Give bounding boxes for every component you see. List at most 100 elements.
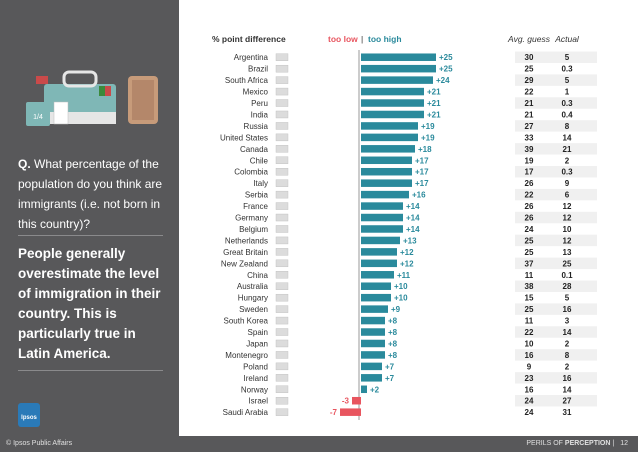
category-label: Italy <box>253 179 268 188</box>
flag-icon <box>275 225 289 233</box>
footer-series: PERILS OF PERCEPTION | 12 <box>526 440 628 447</box>
data-label: +8 <box>388 339 398 348</box>
legend-too-high: too high <box>368 34 402 44</box>
actual-value: 8 <box>565 122 570 131</box>
category-label: South Africa <box>225 76 269 85</box>
avg-guess-value: 21 <box>525 99 534 108</box>
avg-guess-value: 25 <box>525 248 534 257</box>
flag-icon <box>275 145 289 153</box>
category-label: New Zealand <box>221 259 268 268</box>
actual-value: 21 <box>563 145 572 154</box>
avg-guess-value: 10 <box>525 339 534 348</box>
row-bg <box>515 280 597 292</box>
flag-icon <box>275 110 289 119</box>
divider-top <box>18 235 163 236</box>
data-label: -7 <box>330 408 338 417</box>
actual-value: 12 <box>563 214 572 223</box>
row-bg <box>515 143 597 155</box>
bar <box>361 248 397 256</box>
avg-guess-value: 27 <box>525 122 534 131</box>
data-label: +10 <box>394 294 408 303</box>
bar <box>361 145 415 153</box>
flag-icon <box>275 122 289 130</box>
avg-guess-value: 24 <box>525 225 534 234</box>
category-label: Netherlands <box>225 236 268 245</box>
actual-value: 2 <box>565 156 570 165</box>
bar <box>361 133 418 142</box>
data-label: +21 <box>427 99 441 108</box>
row-bg <box>515 188 597 201</box>
sidebar-panel: 1/4 Q. What percentage of the population… <box>0 0 179 436</box>
flag-icon <box>275 156 289 164</box>
category-label: Hungary <box>238 294 268 303</box>
row-bg <box>515 97 597 109</box>
actual-value: 12 <box>563 202 572 211</box>
category-label: Belgium <box>239 225 268 234</box>
avg-guess-value: 25 <box>525 65 534 74</box>
data-label: +12 <box>400 248 414 257</box>
actual-value: 6 <box>565 191 570 200</box>
category-label: France <box>243 202 268 211</box>
bar <box>361 202 403 210</box>
bar <box>361 122 418 130</box>
legend-too-low: too low <box>328 34 358 44</box>
actual-value: 5 <box>565 76 570 85</box>
divider-bottom <box>18 370 163 371</box>
category-label: Israel <box>248 397 268 406</box>
flag-icon <box>275 168 289 176</box>
category-label: Montenegro <box>225 351 268 360</box>
category-label: Canada <box>240 145 269 154</box>
avg-guess-value: 29 <box>525 76 534 85</box>
headline: People generally overestimate the level … <box>18 246 161 361</box>
data-label: +11 <box>397 271 411 280</box>
row-bg <box>515 51 597 63</box>
bar <box>361 213 403 222</box>
flag-icon <box>275 87 289 96</box>
actual-value: 5 <box>565 53 570 62</box>
avg-guess-value: 16 <box>525 351 534 360</box>
actual-value: 0.4 <box>561 110 573 119</box>
flag-icon <box>275 408 289 416</box>
category-label: United States <box>220 133 268 142</box>
data-label: +8 <box>388 351 398 360</box>
flag-icon <box>275 64 289 73</box>
data-label: +14 <box>406 214 420 223</box>
data-label: +13 <box>403 236 417 245</box>
row-bg <box>515 211 597 224</box>
row-bg <box>515 120 597 132</box>
avg-guess-value: 9 <box>527 362 532 371</box>
avg-guess-value: 26 <box>525 179 534 188</box>
avg-guess-value: 25 <box>525 305 534 314</box>
page-number: 12 <box>620 440 628 447</box>
avg-guess-value: 21 <box>525 110 534 119</box>
bar <box>361 328 385 336</box>
ipsos-logo: Ipsos <box>18 403 40 427</box>
avg-guess-value: 26 <box>525 202 534 211</box>
data-label: +7 <box>385 374 395 383</box>
actual-value: 28 <box>563 282 572 291</box>
category-label: Poland <box>243 362 268 371</box>
row-bg <box>515 74 597 86</box>
actual-header: Actual <box>554 34 580 44</box>
actual-value: 0.3 <box>561 65 573 74</box>
data-label: +17 <box>415 156 429 165</box>
flag-icon <box>275 328 289 336</box>
actual-value: 3 <box>565 317 570 326</box>
question-text: Q. What percentage of the population do … <box>18 157 163 231</box>
data-label: +12 <box>400 259 414 268</box>
flag-icon <box>275 248 289 256</box>
bar <box>361 179 412 187</box>
flag-icon <box>275 305 289 313</box>
flag-icon <box>275 271 289 279</box>
avg-guess-value: 16 <box>525 385 534 394</box>
category-label: India <box>251 110 269 119</box>
category-label: Chile <box>250 156 269 165</box>
data-label: +8 <box>388 328 398 337</box>
category-label: Mexico <box>243 88 269 97</box>
actual-value: 31 <box>563 408 572 417</box>
svg-text:1/4: 1/4 <box>33 114 43 121</box>
category-label: Spain <box>248 328 268 337</box>
actual-value: 2 <box>565 362 570 371</box>
data-label: +14 <box>406 202 420 211</box>
